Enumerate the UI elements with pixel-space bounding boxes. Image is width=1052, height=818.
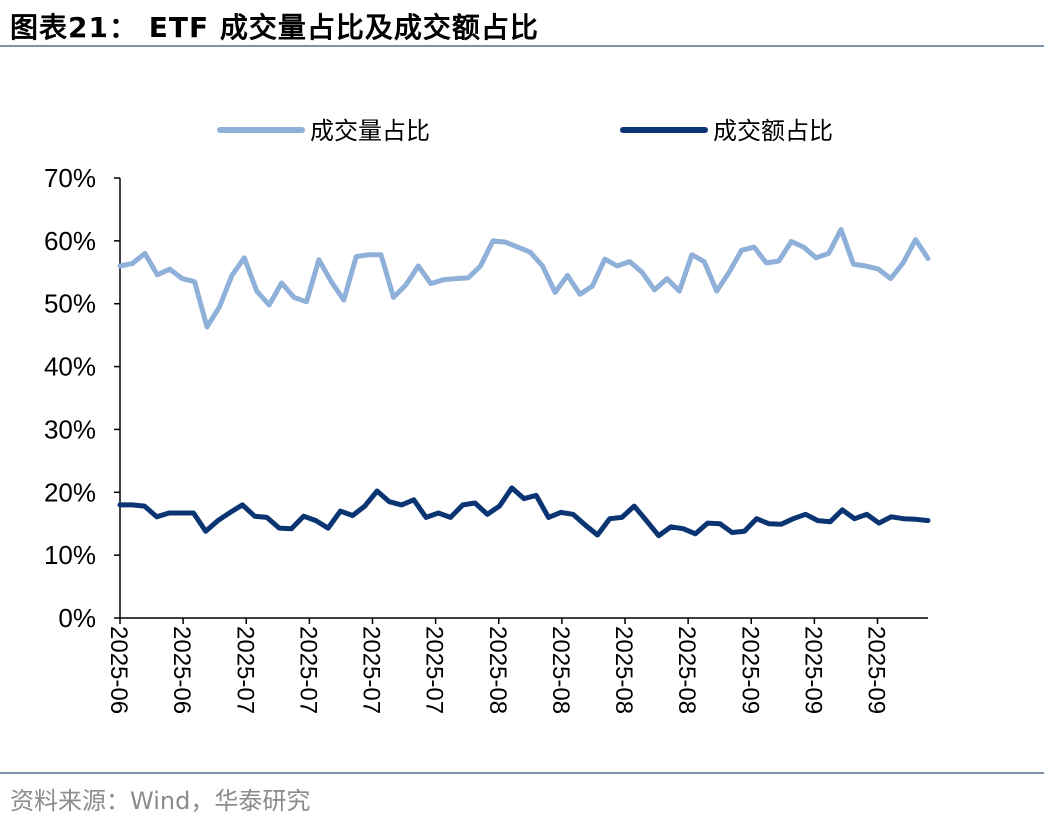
x-tick-label: 2025-06: [105, 626, 132, 714]
series-line-0: [117, 227, 931, 330]
plot-area: [117, 227, 931, 539]
source-note: 资料来源：Wind，华泰研究: [10, 787, 311, 815]
x-tick-label: 2025-06: [168, 626, 195, 714]
x-tick-label: 2025-08: [484, 626, 511, 714]
x-axis: 2025-06 2025-06 2025-07 2025-07 2025-07 2025-…: [105, 617, 928, 714]
x-tick-label: 2025-07: [231, 626, 258, 714]
y-tick-label: 40%: [44, 352, 96, 382]
y-tick-label: 60%: [44, 226, 96, 256]
x-tick-label: 2025-08: [547, 626, 574, 714]
page-title: 图表21： ETF 成交量占比及成交额占比: [10, 11, 539, 44]
x-tick-label: 2025-09: [736, 626, 763, 714]
legend-label-0: 成交量占比: [310, 117, 430, 145]
chart-legend: 成交量占比 成交额占比: [217, 117, 833, 145]
x-tick-label: 2025-07: [421, 626, 448, 714]
x-tick-label: 2025-08: [673, 626, 700, 714]
x-tick-label: 2025-07: [358, 626, 385, 714]
line-chart: 成交量占比 成交额占比 0% 10% 20% 30% 40% 50% 60% 70% 2025-…: [44, 117, 931, 714]
y-tick-label: 30%: [44, 414, 96, 444]
footer-divider: [0, 772, 1044, 774]
y-tick-label: 10%: [44, 540, 96, 570]
x-tick-label: 2025-07: [294, 626, 321, 714]
x-tick-label: 2025-08: [610, 626, 637, 714]
x-tick-label: 2025-09: [863, 626, 890, 714]
y-axis: 0% 10% 20% 30% 40% 50% 60% 70%: [44, 163, 121, 633]
y-tick-label: 70%: [44, 163, 96, 193]
y-tick-label: 20%: [44, 477, 96, 507]
series-line-1: [117, 485, 931, 539]
title-divider: [0, 45, 1044, 47]
legend-label-1: 成交额占比: [713, 117, 833, 145]
x-tick-label: 2025-09: [799, 626, 826, 714]
y-tick-label: 50%: [44, 289, 96, 319]
y-tick-label: 0%: [58, 603, 96, 633]
